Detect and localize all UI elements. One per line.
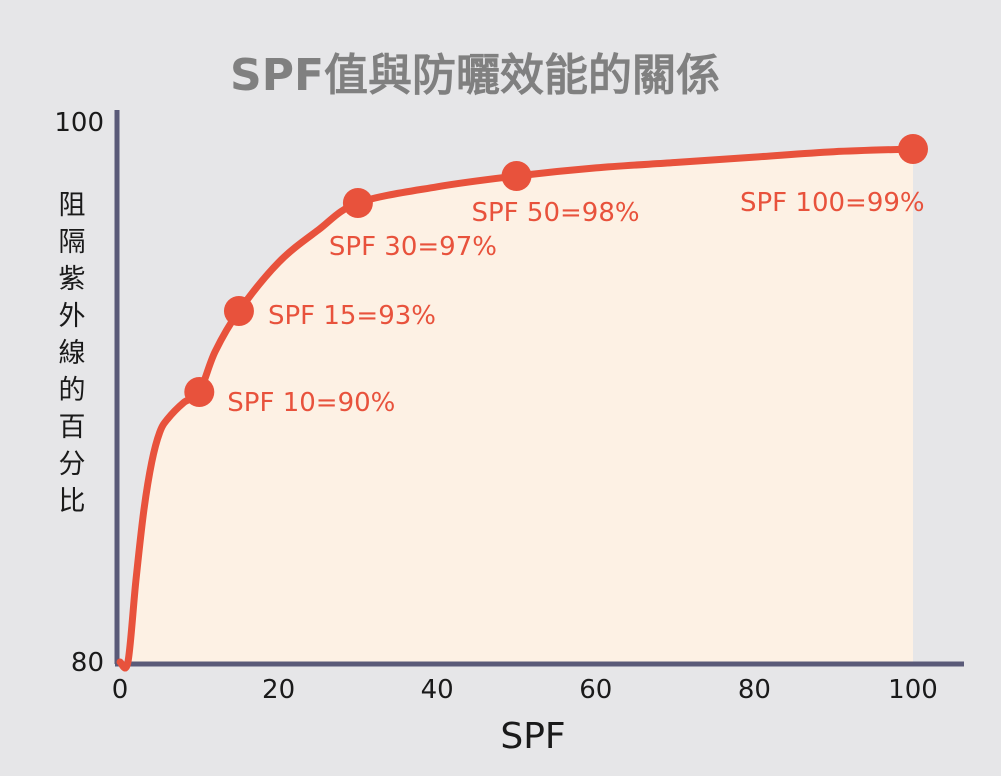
data-label: SPF 15=93% [268, 301, 436, 331]
data-label: SPF 100=99% [740, 188, 925, 218]
x-tick-label: 80 [738, 675, 771, 705]
x-tick-label: 40 [421, 675, 454, 705]
x-tick-label: 60 [579, 675, 612, 705]
data-point [342, 188, 373, 218]
y-tick-labels: 80 100 [54, 108, 104, 678]
x-tick-label: 0 [112, 675, 129, 705]
area-fill [120, 149, 913, 668]
data-label: SPF 10=90% [227, 388, 395, 418]
data-points [184, 134, 928, 407]
x-axis-label: SPF [500, 716, 565, 757]
data-label: SPF 30=97% [329, 232, 497, 262]
data-label: SPF 50=98% [472, 198, 640, 228]
data-point [898, 134, 928, 164]
x-tick-label: 20 [262, 675, 295, 705]
data-point [501, 161, 532, 191]
y-tick-label: 100 [54, 108, 104, 138]
chart-title: SPF值與防曬效能的關係 [230, 50, 720, 101]
data-labels: SPF 10=90% SPF 15=93% SPF 30=97% SPF 50=98%… [227, 188, 924, 418]
x-tick-label: 100 [888, 675, 938, 705]
y-tick-label: 80 [71, 648, 104, 678]
data-point [184, 377, 215, 407]
data-point [223, 296, 254, 326]
x-tick-labels: 0 20 40 60 80 100 [112, 675, 938, 705]
y-axis-label: 阻隔紫外線的百分比 [59, 190, 86, 517]
